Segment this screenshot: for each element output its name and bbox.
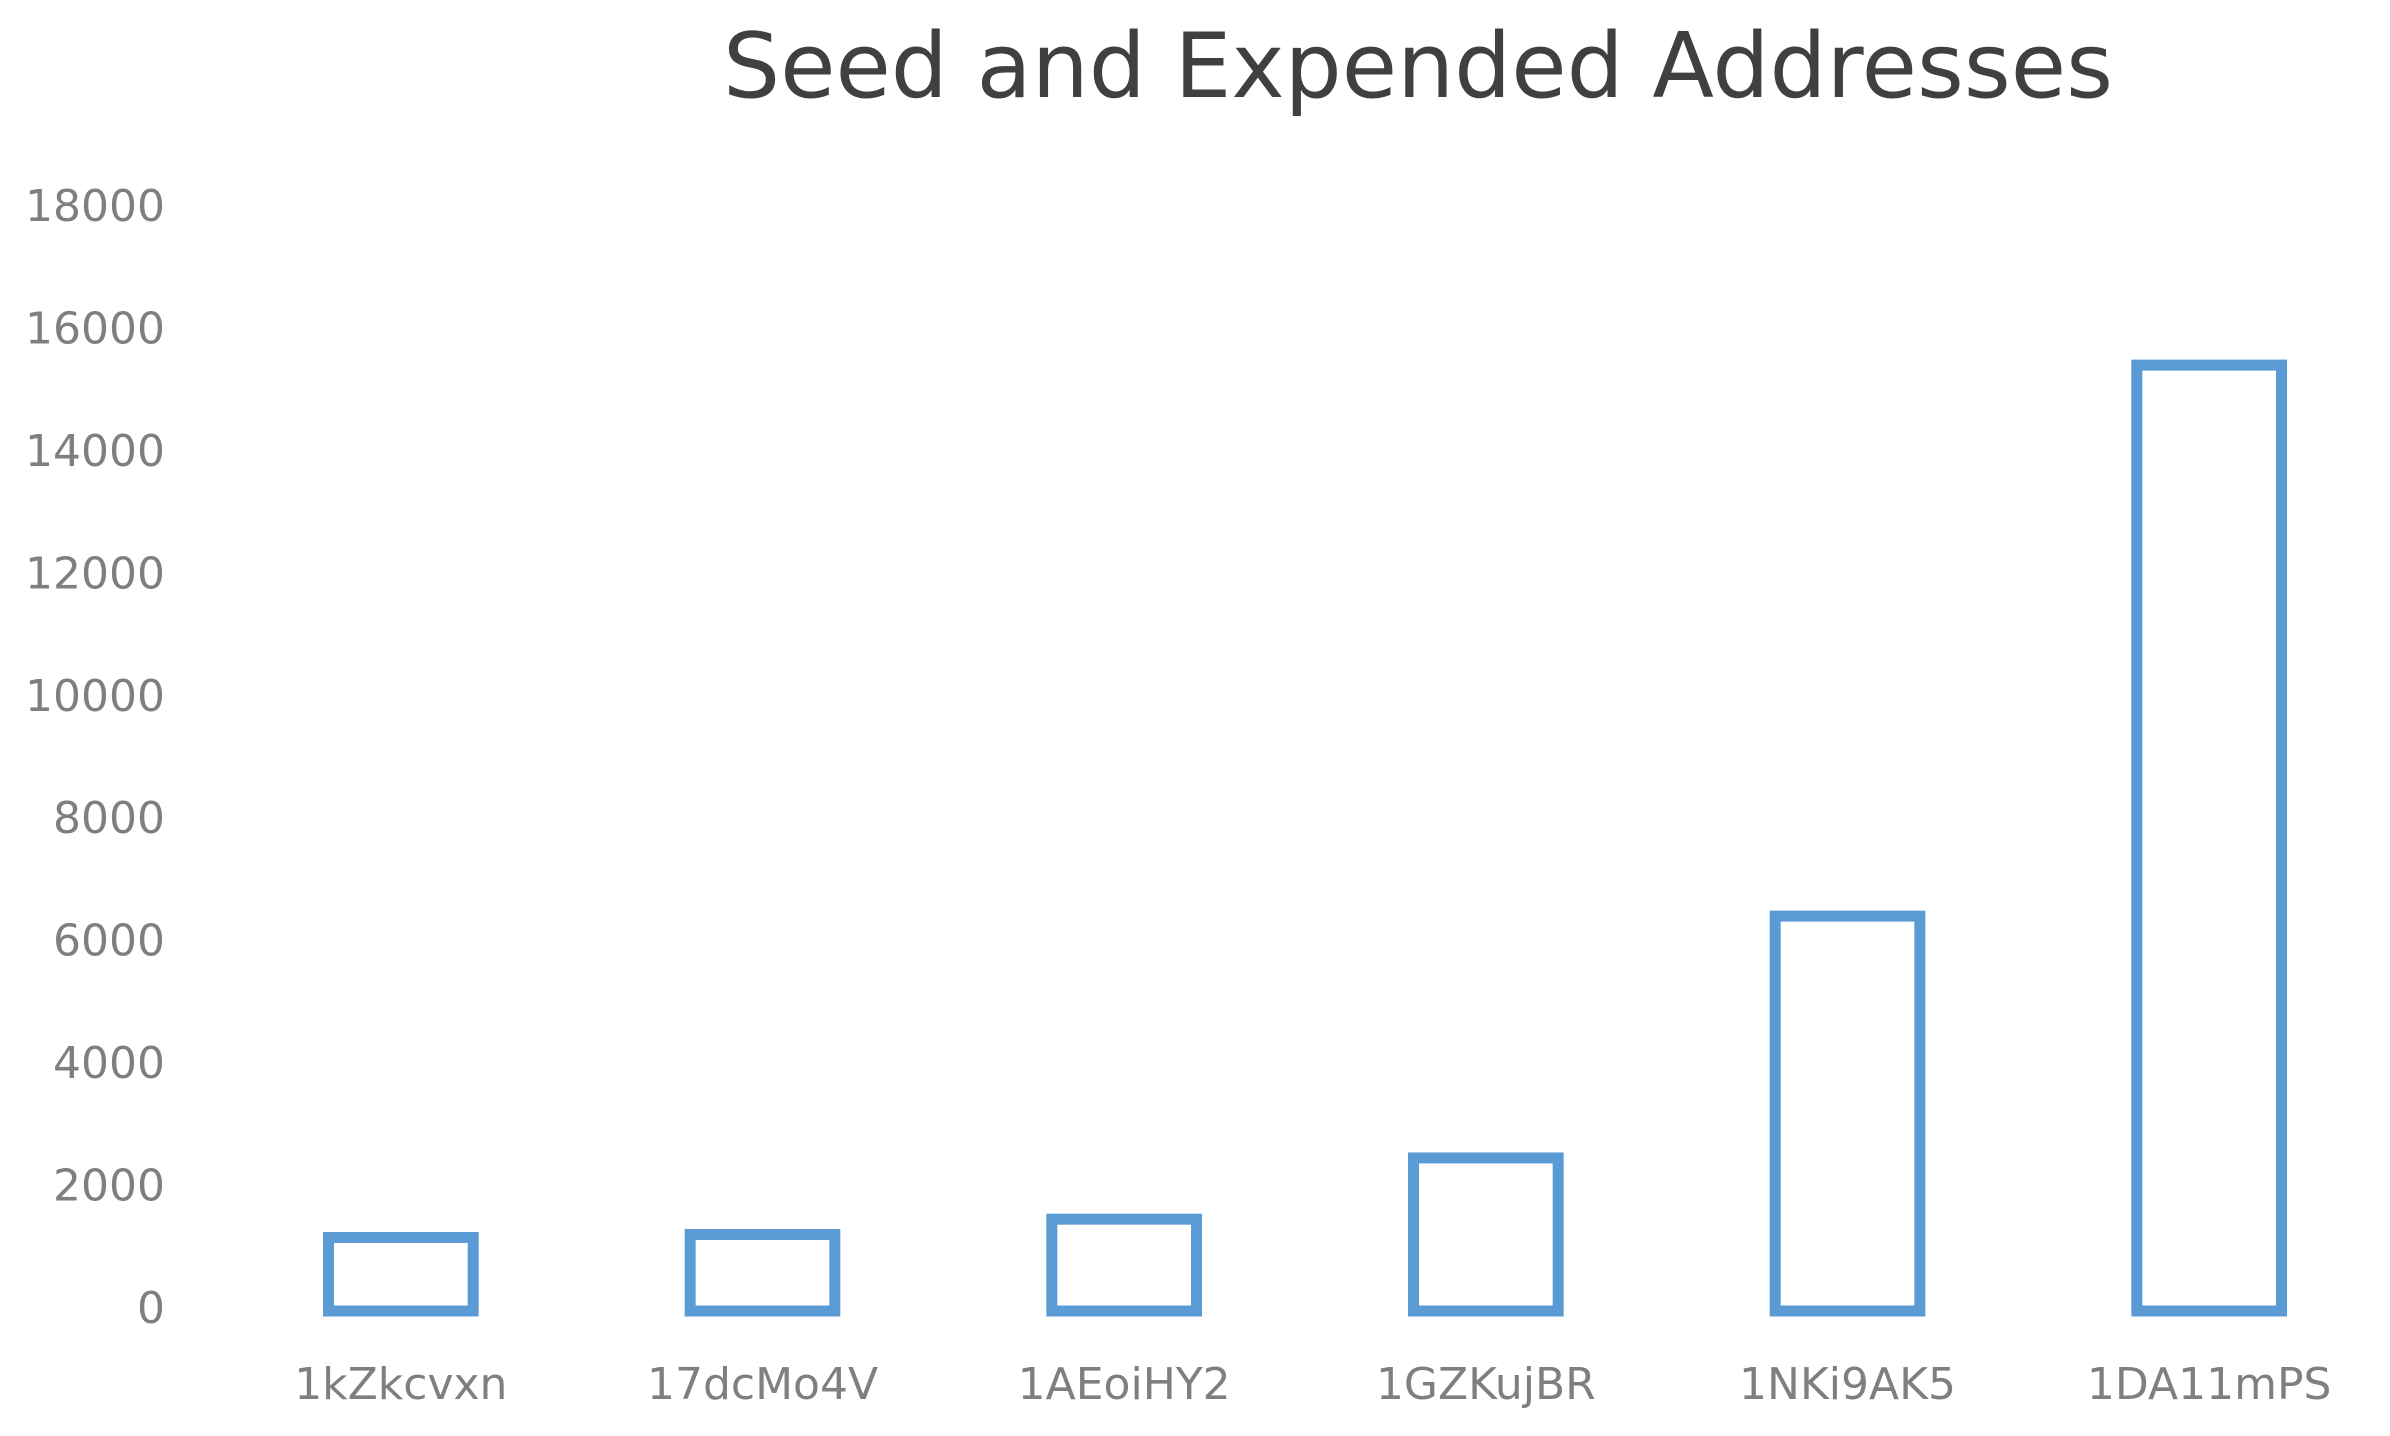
x-tick-label: 1AEoiHY2	[1018, 1359, 1231, 1410]
y-tick-label: 6000	[53, 916, 165, 967]
x-tick-label: 17dcMo4V	[647, 1359, 878, 1410]
bar	[1408, 1152, 1564, 1317]
y-tick-label: 16000	[25, 303, 165, 354]
x-tick-label: 1GZKujBR	[1376, 1359, 1596, 1410]
bar	[684, 1228, 841, 1317]
bar	[323, 1232, 479, 1317]
y-tick-label: 18000	[25, 181, 165, 232]
chart-title: Seed and Expended Addresses	[723, 14, 2113, 119]
y-tick-label: 2000	[53, 1161, 165, 1212]
y-tick-label: 8000	[53, 793, 165, 844]
x-tick-label: 1kZkcvxn	[294, 1359, 507, 1410]
bar	[1046, 1213, 1203, 1317]
x-tick-label: 1DA11mPS	[2087, 1359, 2332, 1410]
y-tick-label: 10000	[25, 671, 165, 722]
y-tick-label: 0	[137, 1283, 165, 1334]
y-tick-label: 12000	[25, 548, 165, 599]
y-tick-label: 14000	[25, 426, 165, 477]
y-tick-label: 4000	[53, 1038, 165, 1089]
bar	[1769, 910, 1926, 1317]
x-tick-label: 1NKi9AK5	[1739, 1359, 1956, 1410]
bar	[2131, 359, 2287, 1317]
